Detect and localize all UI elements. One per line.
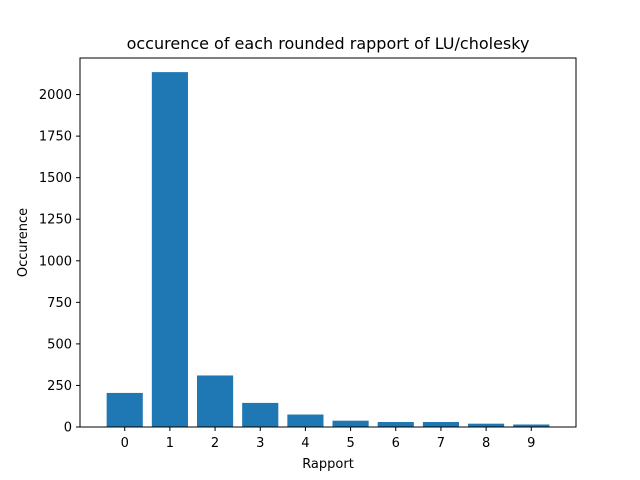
x-tick-label-6: 6 bbox=[392, 436, 400, 451]
bar-4 bbox=[287, 414, 324, 427]
x-tick-label-7: 7 bbox=[437, 436, 445, 451]
bar-9 bbox=[513, 424, 550, 427]
x-tick-label-4: 4 bbox=[301, 436, 309, 451]
bar-2 bbox=[196, 375, 234, 427]
plot-frame bbox=[79, 57, 577, 428]
bar-6 bbox=[377, 422, 414, 427]
bar-8 bbox=[468, 423, 505, 427]
bar-1 bbox=[151, 72, 188, 427]
x-tick-label-2: 2 bbox=[211, 436, 219, 451]
x-tick-label-8: 8 bbox=[482, 436, 490, 451]
y-tick-label-250: 250 bbox=[47, 379, 72, 394]
y-tick-label-0: 0 bbox=[64, 421, 72, 436]
y-axis-label: Occurence bbox=[16, 208, 31, 277]
bar-0 bbox=[106, 392, 143, 427]
chart-title: occurence of each rounded rapport of LU/… bbox=[127, 34, 530, 53]
x-tick-label-1: 1 bbox=[166, 436, 174, 451]
y-tick-label-1000: 1000 bbox=[39, 254, 72, 269]
y-tick-label-1500: 1500 bbox=[39, 171, 72, 186]
y-tick-label-1750: 1750 bbox=[39, 130, 72, 145]
y-axis-ticks: 0 250 500 750 1000 1250 1500 1750 2000 bbox=[39, 88, 80, 436]
y-tick-label-1250: 1250 bbox=[39, 213, 72, 228]
x-tick-label-3: 3 bbox=[256, 436, 264, 451]
bar-3 bbox=[242, 402, 279, 427]
x-tick-label-9: 9 bbox=[527, 436, 535, 451]
bar-7 bbox=[422, 422, 460, 427]
x-tick-label-0: 0 bbox=[121, 436, 129, 451]
x-axis-label: Rapport bbox=[302, 457, 354, 472]
x-axis-ticks: 0 1 2 3 4 5 6 7 8 9 bbox=[121, 427, 535, 451]
y-tick-label-500: 500 bbox=[47, 337, 72, 352]
y-tick-label-2000: 2000 bbox=[39, 88, 72, 103]
y-tick-label-750: 750 bbox=[47, 296, 72, 311]
bars-group bbox=[106, 72, 550, 427]
x-tick-label-5: 5 bbox=[346, 436, 354, 451]
bar-5 bbox=[332, 420, 369, 427]
